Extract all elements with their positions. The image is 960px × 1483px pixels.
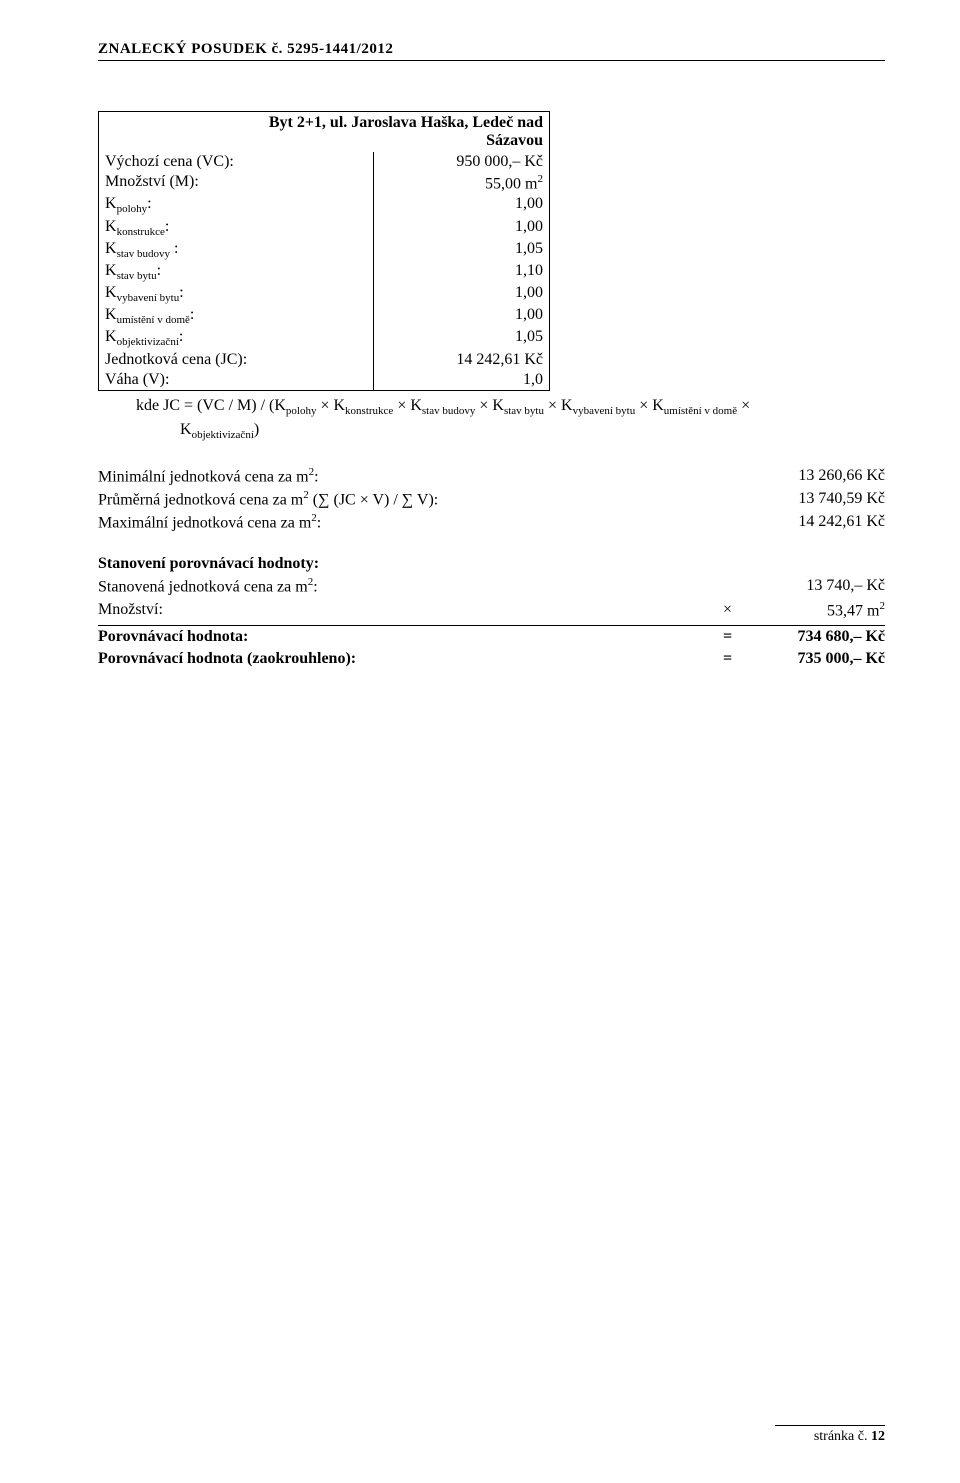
formula-sub: objektivizační xyxy=(192,429,254,441)
cell-value: 1,05 xyxy=(373,239,549,261)
k-sub: objektivizační xyxy=(117,337,179,349)
final-value: 735 000,– Kč xyxy=(755,648,885,670)
k-symbol: K xyxy=(105,328,117,345)
cell-label: Kpolohy: xyxy=(99,194,374,216)
result-label-text: Minimální jednotková cena za m xyxy=(98,468,309,485)
formula-text: × xyxy=(737,397,750,414)
header-text: ZNALECKÝ POSUDEK č. 5295-1441/2012 xyxy=(98,41,393,57)
result-label: Maximální jednotková cena za m2: xyxy=(98,511,755,534)
result-value: 13 260,66 Kč xyxy=(755,465,885,488)
section-title: Stanovení porovnávací hodnoty: xyxy=(98,555,885,573)
k-sub: vybavení bytu xyxy=(117,292,180,304)
formula-sub: vybavení bytu xyxy=(573,405,636,417)
formula-text: × K xyxy=(393,397,422,414)
cell-value: 1,10 xyxy=(373,261,549,283)
k-sub: umístění v domě xyxy=(117,314,190,326)
result-value: 14 242,61 Kč xyxy=(755,511,885,534)
cell-label: Kkonstrukce: xyxy=(99,217,374,239)
cell-value: 1,00 xyxy=(373,217,549,239)
formula-sub: polohy xyxy=(286,405,317,417)
final-op: × xyxy=(723,599,755,626)
cell-label: Kobjektivizační: xyxy=(99,327,374,349)
formula-text: kde JC = (VC / M) / (K xyxy=(136,397,286,414)
final-label-text: : xyxy=(313,579,317,596)
table-title-line2: Sázavou xyxy=(486,132,543,149)
k-symbol: K xyxy=(105,306,117,323)
result-value: 13 740,59 Kč xyxy=(755,488,885,511)
squared-sup: 2 xyxy=(880,600,886,612)
final-label: Porovnávací hodnota (zaokrouhleno): xyxy=(98,648,723,670)
final-value: 734 680,– Kč xyxy=(755,626,885,648)
final-value-num: 53,47 m xyxy=(827,603,879,620)
formula-text: × K xyxy=(475,397,504,414)
result-label: Průměrná jednotková cena za m2 (∑ (JC × … xyxy=(98,488,755,511)
formula-text: ) xyxy=(254,421,259,438)
cell-value: 1,05 xyxy=(373,327,549,349)
table-title: Byt 2+1, ul. Jaroslava Haška, Ledeč nad … xyxy=(99,112,550,153)
page-header: ZNALECKÝ POSUDEK č. 5295-1441/2012 xyxy=(98,40,885,61)
formula-line2: Kobjektivizační) xyxy=(180,421,259,438)
result-label: Minimální jednotková cena za m2: xyxy=(98,465,755,488)
k-symbol: K xyxy=(105,284,117,301)
cell-value: 55,00 m2 xyxy=(373,172,549,194)
cell-value: 1,00 xyxy=(373,305,549,327)
formula-text: × K xyxy=(316,397,345,414)
final-op xyxy=(723,575,755,599)
cell-value: 950 000,– Kč xyxy=(373,152,549,172)
page-number: 12 xyxy=(871,1429,885,1444)
result-label-text: : xyxy=(317,514,321,531)
parameters-table: Byt 2+1, ul. Jaroslava Haška, Ledeč nad … xyxy=(98,111,550,391)
cell-value-num: 55,00 m xyxy=(485,175,537,192)
formula-sub: umístění v domě xyxy=(664,405,737,417)
formula-sub: konstrukce xyxy=(345,405,393,417)
formula-sub: stav bytu xyxy=(504,405,544,417)
footer-rule xyxy=(775,1425,885,1426)
k-sub: stav bytu xyxy=(117,270,157,282)
cell-label: Výchozí cena (VC): xyxy=(99,152,374,172)
k-symbol: K xyxy=(105,240,117,257)
final-op: = xyxy=(723,626,755,648)
cell-label: Kvybavení bytu: xyxy=(99,283,374,305)
final-label-text: Stanovená jednotková cena za m xyxy=(98,579,308,596)
squared-sup: 2 xyxy=(538,173,544,185)
final-label: Porovnávací hodnota: xyxy=(98,626,723,648)
formula-block: kde JC = (VC / M) / (Kpolohy × Kkonstruk… xyxy=(136,395,885,443)
cell-label: Jednotková cena (JC): xyxy=(99,350,374,370)
final-label: Množství: xyxy=(98,599,723,626)
k-sub: konstrukce xyxy=(117,226,165,238)
table-title-line1: Byt 2+1, ul. Jaroslava Haška, Ledeč nad xyxy=(269,114,543,131)
footer-label: stránka č. xyxy=(814,1429,871,1444)
formula-sub: stav budovy xyxy=(422,405,475,417)
result-label-text: Maximální jednotková cena za m xyxy=(98,514,311,531)
cell-value: 1,0 xyxy=(373,370,549,391)
k-symbol: K xyxy=(105,262,117,279)
final-value: 13 740,– Kč xyxy=(755,575,885,599)
k-sub: stav budovy xyxy=(117,248,170,260)
final-label: Stanovená jednotková cena za m2: xyxy=(98,575,723,599)
results-block: Minimální jednotková cena za m2: 13 260,… xyxy=(98,465,885,534)
final-value: 53,47 m2 xyxy=(755,599,885,626)
result-label-text: Průměrná jednotková cena za m xyxy=(98,491,303,508)
cell-label: Váha (V): xyxy=(99,370,374,391)
cell-label: Kstav budovy : xyxy=(99,239,374,261)
result-label-text: (∑ (JC × V) / ∑ V): xyxy=(309,491,438,508)
page-footer: stránka č. 12 xyxy=(775,1425,885,1445)
formula-text: × K xyxy=(544,397,573,414)
k-sub: polohy xyxy=(117,204,148,216)
k-symbol: K xyxy=(105,195,117,212)
k-symbol: K xyxy=(105,218,117,235)
result-label-text: : xyxy=(314,468,318,485)
cell-value: 1,00 xyxy=(373,194,549,216)
formula-text: × K xyxy=(635,397,664,414)
cell-label: Kumístění v domě: xyxy=(99,305,374,327)
cell-label: Kstav bytu: xyxy=(99,261,374,283)
formula-text: K xyxy=(180,421,192,438)
final-op: = xyxy=(723,648,755,670)
cell-value: 1,00 xyxy=(373,283,549,305)
cell-label: Množství (M): xyxy=(99,172,374,194)
cell-value: 14 242,61 Kč xyxy=(373,350,549,370)
final-block: Stanovená jednotková cena za m2: 13 740,… xyxy=(98,575,885,670)
